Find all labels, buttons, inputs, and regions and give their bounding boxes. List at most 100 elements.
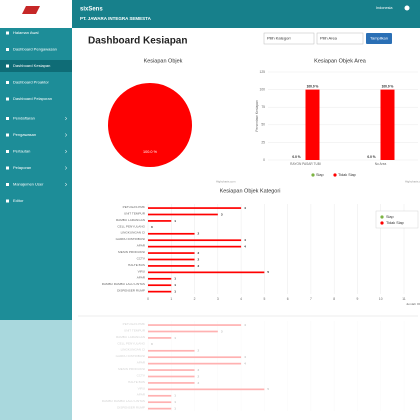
legend-label: Tidak Siap <box>338 173 356 177</box>
data-label: 2 <box>198 264 200 268</box>
y-tick-label: LINGKUNGAN CI <box>121 231 146 235</box>
menu-item[interactable]: Dashboard Proaktor <box>13 80 49 85</box>
data-label: 100.0 % <box>382 84 394 88</box>
y-tick-label: UNIT TEMPUR <box>124 328 146 332</box>
legend-label: Tidak Siap <box>386 221 404 225</box>
data-label: 0.0 % <box>292 155 300 159</box>
data-label: 4 <box>244 355 246 359</box>
y-tick-label: HALTE BUS <box>128 380 145 384</box>
chevron <box>64 149 68 154</box>
menu-item[interactable]: Dashboard Kesiapan <box>13 63 50 68</box>
y-tick-label: CELL PENYULANG <box>117 341 145 345</box>
menu-icon <box>6 97 9 101</box>
sidebar-bottom <box>0 320 72 420</box>
data-label: 3 <box>221 212 223 216</box>
menu-icon <box>6 64 9 68</box>
menu-icon <box>6 199 9 203</box>
menu-item[interactable]: Dashboard Pelaporan <box>13 96 52 101</box>
x-tick-label: No Area <box>375 162 387 166</box>
menu-item[interactable]: Dashboard Pengawasan <box>13 47 57 52</box>
data-label: 4 <box>244 323 246 327</box>
menu-item[interactable]: Editor <box>13 198 24 203</box>
y-tick-label: APAR <box>137 244 146 248</box>
y-tick-label: DISPENSER RUMP <box>117 289 145 293</box>
bar <box>148 324 242 326</box>
bar <box>148 375 195 378</box>
y-tick-label: RAMBU RAMBU LALU LINTAS <box>102 282 145 286</box>
credits: Highcharts.com <box>405 180 420 184</box>
y-tick-label: 0 <box>263 158 265 162</box>
menu-icon <box>6 48 9 51</box>
data-label: 0.0 % <box>367 155 375 159</box>
x-axis-label: Jumlah Objek <box>406 302 420 306</box>
data-label: 0 <box>151 342 153 346</box>
data-label: 2 <box>198 374 200 378</box>
bar <box>148 258 195 261</box>
x-tick-label: 4 <box>240 297 242 301</box>
bar <box>148 407 172 410</box>
menu-item[interactable]: Manajemen User <box>13 182 44 187</box>
y-tick-label: CCTV <box>137 373 146 377</box>
chart: PETUGAS PMK 4 UNIT TEMPUR 3 RAMBU LARANGAN 1 C… <box>102 321 405 411</box>
data-label: 2 <box>198 381 200 385</box>
data-label: 4 <box>244 361 246 365</box>
y-axis-label: Persentase Kesiapan <box>255 100 259 132</box>
page-title: Dashboard Kesiapan <box>88 36 187 47</box>
menu-item[interactable]: Pendaftaran <box>13 116 35 121</box>
select[interactable] <box>316 32 364 45</box>
x-tick-label: 3 <box>217 297 219 301</box>
x-tick-label: 9 <box>357 297 359 301</box>
bar <box>148 330 218 333</box>
menu-item[interactable]: Halaman Awal <box>13 30 39 35</box>
data-label: 5 <box>267 387 269 391</box>
menu-item[interactable]: Pertautan <box>13 149 30 154</box>
legend-marker <box>380 221 384 225</box>
y-tick-label: LINGKUNGAN CI <box>121 348 146 352</box>
bar <box>148 349 195 352</box>
bar <box>148 337 172 339</box>
x-tick-label: 6 <box>287 297 289 301</box>
chevron <box>64 116 68 121</box>
language[interactable]: Indonesia <box>376 6 393 10</box>
legend-label: Siap <box>316 173 324 177</box>
select[interactable] <box>263 32 315 45</box>
data-label: 1 <box>174 289 176 293</box>
x-tick-label: 0 <box>147 297 149 301</box>
x-tick-label: 1 <box>170 297 172 301</box>
y-tick-label: MESIN PRODUKSI <box>118 250 145 254</box>
y-tick-label: 25 <box>261 140 265 144</box>
bar <box>148 382 195 384</box>
menu-item[interactable]: Pelaporan <box>13 165 31 170</box>
menu: Halaman Awal Dashboard Pengawasan Dashboar… <box>0 30 72 203</box>
chevron <box>64 133 68 137</box>
x-tick-label: 2 <box>194 297 196 301</box>
menu-icon <box>6 31 9 35</box>
x-tick-label: 7 <box>310 297 312 301</box>
button[interactable] <box>366 33 392 44</box>
x-tick-label: 11 <box>402 297 406 301</box>
bar <box>148 245 242 248</box>
button-label: Tampilkan <box>370 36 388 41</box>
menu-icon <box>6 81 9 84</box>
menu-icon <box>6 183 9 186</box>
y-tick-label: 75 <box>261 105 265 109</box>
bar <box>148 232 195 235</box>
menu-active <box>0 60 72 72</box>
y-tick-label: VIRU <box>138 269 145 273</box>
chart-title: Kesiapan Objek Area <box>314 58 367 64</box>
y-tick-label: RAMBU RAMBU LALU LINTAS <box>102 399 145 403</box>
y-tick-label: GARDU DISTRIBUSI <box>116 237 146 241</box>
y-tick-label: DISPENSER RUMP <box>117 406 145 410</box>
y-tick-label: UNIT TEMPUR <box>124 211 146 215</box>
data-label: 1 <box>174 400 176 404</box>
x-tick-label: RAYON PASAR TUBI <box>290 162 321 166</box>
menu-item[interactable]: Pengawasan <box>13 132 36 137</box>
bar <box>148 284 172 287</box>
y-tick-label: CCTV <box>137 256 146 260</box>
data-label: 4 <box>244 238 246 242</box>
legend-box <box>375 210 419 229</box>
user-icon[interactable] <box>404 5 410 11</box>
menu-icon <box>6 117 9 120</box>
